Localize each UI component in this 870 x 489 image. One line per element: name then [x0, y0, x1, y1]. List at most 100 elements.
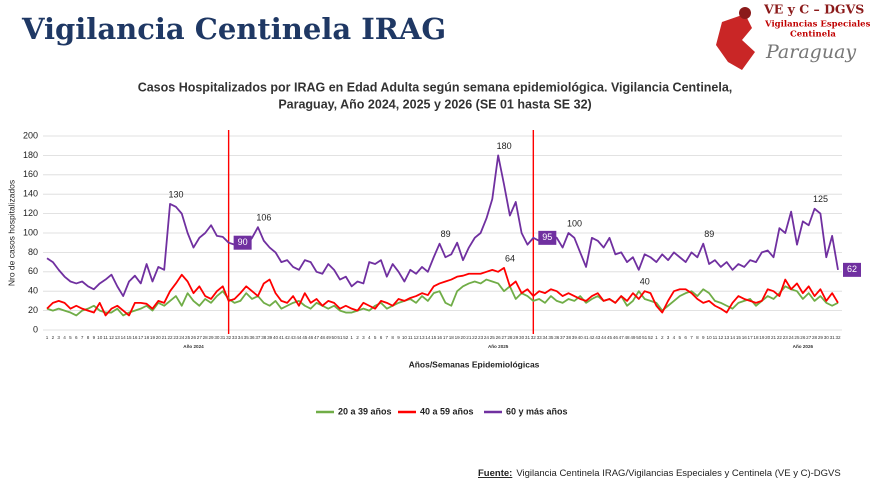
x-tick-label: 27	[197, 335, 203, 340]
x-tick-label: 1	[350, 335, 353, 340]
x-tick-label: 28	[507, 335, 513, 340]
x-tick-label: 7	[690, 335, 693, 340]
x-tick-label: 44	[601, 335, 607, 340]
x-tick-label: 2	[356, 335, 359, 340]
x-tick-label: 10	[707, 335, 713, 340]
x-tick-label: 7	[81, 335, 84, 340]
x-tick-label: 39	[267, 335, 273, 340]
x-tick-label: 30	[519, 335, 525, 340]
x-tick-label: 19	[759, 335, 765, 340]
x-tick-label: 21	[162, 335, 168, 340]
x-tick-label: 1	[46, 335, 49, 340]
series-line	[46, 278, 839, 317]
x-tick-label: 26	[191, 335, 197, 340]
series-line	[46, 267, 839, 317]
x-tick-label: 35	[548, 335, 554, 340]
x-tick-label: 24	[179, 335, 185, 340]
x-tick-label: 1	[655, 335, 658, 340]
value-label: 180	[497, 141, 512, 151]
legend: 20 a 39 años 40 a 59 años 60 y más años	[316, 406, 568, 416]
x-tick-label: 41	[279, 335, 285, 340]
x-tick-label: 46	[613, 335, 619, 340]
legend-label: 20 a 39 años	[338, 406, 392, 416]
x-tick-label: 43	[291, 335, 297, 340]
y-tick-label: 60	[28, 266, 38, 276]
x-tick-label: 4	[63, 335, 66, 340]
x-tick-label: 31	[525, 335, 531, 340]
x-tick-label: 22	[777, 335, 783, 340]
x-tick-label: 6	[75, 335, 78, 340]
x-tick-label: 50	[636, 335, 642, 340]
value-label: 64	[505, 253, 515, 263]
x-tick-label: 3	[57, 335, 60, 340]
x-tick-label: 8	[696, 335, 699, 340]
y-tick-label: 40	[28, 286, 38, 296]
x-tick-label: 26	[496, 335, 502, 340]
x-tick-label: 25	[185, 335, 191, 340]
slide-title: Vigilancia Centinela IRAG	[21, 12, 446, 46]
x-tick-label: 23	[783, 335, 789, 340]
logo-subtitle: Centinela	[790, 30, 836, 40]
x-tick-label: 29	[513, 335, 519, 340]
x-tick-label: 18	[144, 335, 150, 340]
y-tick-label: 80	[28, 247, 38, 257]
x-tick-label: 34	[542, 335, 548, 340]
x-tick-label: 36	[554, 335, 560, 340]
x-tick-label: 42	[285, 335, 291, 340]
x-tick-label: 26	[800, 335, 806, 340]
x-tick-label: 9	[93, 335, 96, 340]
x-group-label: Año 2025	[488, 344, 509, 349]
x-tick-label: 12	[414, 335, 420, 340]
x-tick-label: 16	[742, 335, 748, 340]
logo-subtitle: Vigilancias Especiales y	[764, 20, 870, 30]
x-tick-label: 18	[449, 335, 455, 340]
value-label: 40	[640, 277, 650, 287]
x-tick-label: 13	[419, 335, 425, 340]
y-tick-label: 160	[23, 169, 38, 179]
x-tick-label: 19	[150, 335, 156, 340]
value-label: 106	[256, 213, 271, 223]
x-tick-label: 47	[314, 335, 320, 340]
value-label: 130	[169, 189, 184, 199]
x-tick-label: 10	[402, 335, 408, 340]
x-tick-label: 37	[255, 335, 261, 340]
y-tick-label: 120	[23, 208, 38, 218]
x-tick-label: 29	[818, 335, 824, 340]
x-tick-label: 3	[667, 335, 670, 340]
x-tick-label: 14	[121, 335, 127, 340]
x-tick-label: 34	[238, 335, 244, 340]
source-label: Fuente:	[478, 468, 512, 479]
x-tick-label: 11	[408, 335, 413, 340]
x-tick-label: 31	[220, 335, 226, 340]
chart-title: Casos Hospitalizados por IRAG en Edad Ad…	[138, 80, 733, 94]
x-tick-label: 18	[753, 335, 759, 340]
x-tick-label: 35	[244, 335, 250, 340]
y-tick-label: 140	[23, 189, 38, 199]
x-tick-label: 32	[835, 335, 841, 340]
y-tick-label: 20	[28, 305, 38, 315]
logo-country: Paraguay	[765, 41, 856, 63]
x-tick-label: 16	[132, 335, 138, 340]
x-tick-label: 6	[380, 335, 383, 340]
x-tick-label: 24	[484, 335, 490, 340]
x-tick-label: 7	[386, 335, 389, 340]
source: Fuente: Vigilancia Centinela IRAG/Vigilan…	[478, 468, 841, 479]
x-tick-label: 44	[296, 335, 302, 340]
value-label-box	[233, 235, 252, 250]
legend-label: 40 a 59 años	[420, 406, 474, 416]
x-tick-label: 4	[368, 335, 371, 340]
x-tick-label: 9	[702, 335, 705, 340]
x-group-label: Año 2024	[183, 344, 204, 349]
x-tick-label: 28	[203, 335, 209, 340]
x-tick-label: 32	[226, 335, 232, 340]
x-tick-label: 23	[478, 335, 484, 340]
x-tick-label: 47	[619, 335, 625, 340]
x-tick-label: 28	[812, 335, 818, 340]
x-tick-label: 43	[595, 335, 601, 340]
x-tick-label: 17	[748, 335, 754, 340]
logo-icon	[739, 7, 751, 19]
x-tick-label: 21	[466, 335, 472, 340]
x-tick-label: 6	[684, 335, 687, 340]
x-axis-title: Años/Semanas Epidemiológicas	[409, 359, 540, 369]
